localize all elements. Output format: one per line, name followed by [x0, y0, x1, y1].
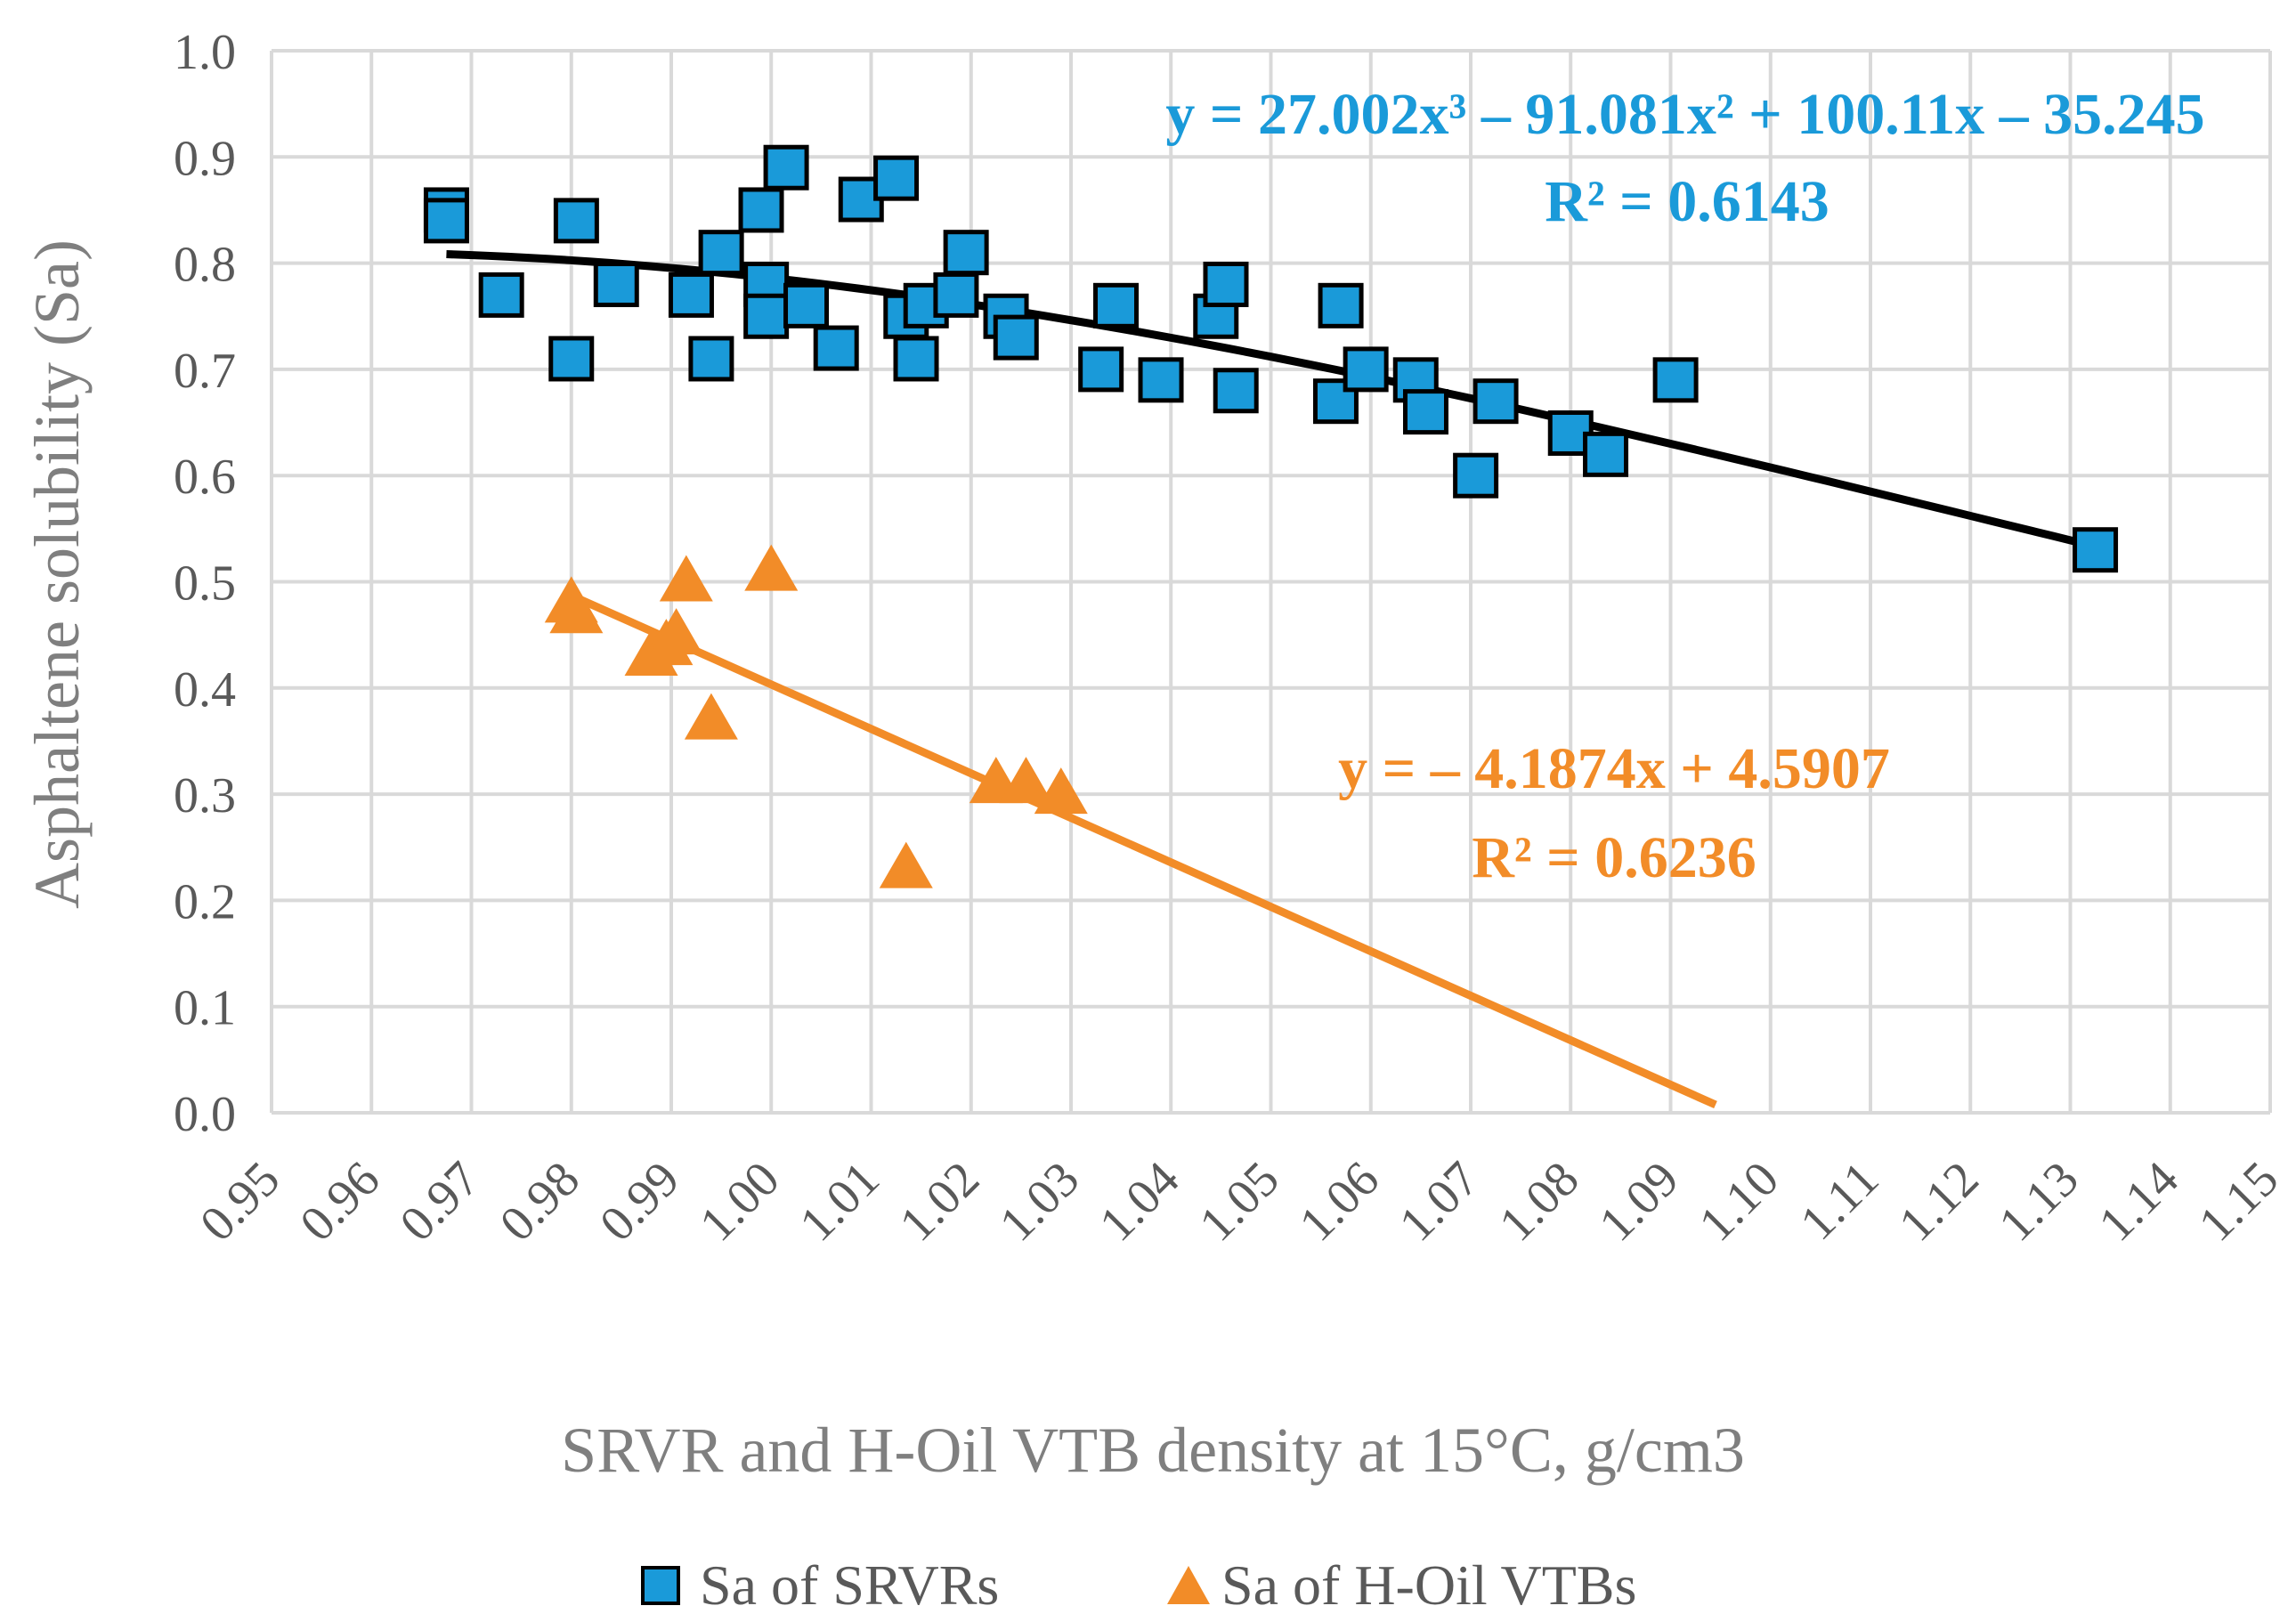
srvr-square-marker: [1652, 357, 1699, 403]
srvr-square-marker: [893, 336, 939, 382]
srvr-square-marker: [698, 230, 744, 276]
srvr-square-marker: [993, 314, 1039, 361]
y-tick-label: 0.3: [174, 768, 236, 823]
x-tick-label: 1.15: [2188, 1151, 2289, 1252]
y-tick-label: 0.2: [174, 874, 236, 929]
x-tick-label: 0.99: [589, 1151, 690, 1252]
x-tick-label: 0.96: [289, 1151, 390, 1252]
srvr-square-marker: [1312, 378, 1359, 425]
srvr-square-marker: [548, 336, 595, 382]
srvr-square-marker: [1138, 357, 1184, 403]
x-axis-title: SRVR and H-Oil VTB density at 15°C, g/cm…: [561, 1415, 1745, 1486]
srvr-square-marker: [1402, 389, 1448, 435]
srvr-square-marker: [873, 155, 920, 201]
x-tick-label: 1.06: [1289, 1151, 1390, 1252]
hoil-triangle-marker: [549, 587, 604, 634]
hoil-triangle-marker: [659, 555, 713, 602]
srvr-square-marker: [1473, 378, 1519, 425]
x-tick-label: 1.04: [1089, 1151, 1189, 1252]
x-tick-label: 1.00: [689, 1151, 790, 1252]
srvr-trend-r2: R² = 0.6143: [1545, 169, 1829, 234]
srvr-square-marker: [933, 272, 979, 318]
x-tick-label: 1.11: [1790, 1151, 1890, 1251]
srvr-square-marker: [1078, 346, 1124, 393]
x-tick-label: 1.14: [2089, 1151, 2189, 1252]
x-tick-label: 1.07: [1389, 1151, 1489, 1252]
y-tick-label: 0.0: [174, 1087, 236, 1142]
x-tick-label: 1.12: [1888, 1151, 1989, 1252]
srvr-square-marker: [1583, 431, 1629, 477]
y-axis-title: Asphaltene solubility (Sa): [21, 239, 93, 909]
hoil-triangle-marker: [684, 693, 738, 740]
legend-square-marker: [641, 1566, 680, 1605]
srvr-square-marker: [1318, 282, 1364, 328]
x-tick-label: 1.10: [1689, 1151, 1789, 1252]
data-markers: [423, 144, 2119, 888]
x-tick-label: 1.08: [1489, 1151, 1589, 1252]
y-tick-label: 1.0: [174, 25, 236, 80]
legend: Sa of SRVRs Sa of H-Oil VTBs: [641, 1553, 1636, 1617]
x-tick-label: 0.97: [390, 1151, 491, 1252]
y-tick-label: 0.5: [174, 556, 236, 612]
hoil-triangle-marker: [999, 757, 1053, 804]
srvr-square-marker: [478, 272, 524, 318]
srvr-square-marker: [553, 198, 599, 244]
y-tick-label: 0.6: [174, 450, 236, 505]
y-tick-labels: 0.0 0.1 0.2 0.3 0.4 0.5 0.6 0.7 0.8 0.9 1.0: [174, 25, 236, 1142]
srvr-square-marker: [763, 144, 809, 191]
y-tick-label: 0.1: [174, 981, 236, 1036]
hoil-triangle-marker: [1034, 767, 1088, 815]
hoil-triangle-marker: [649, 608, 703, 655]
srvr-square-marker: [943, 230, 989, 276]
srvr-square-marker: [1213, 368, 1259, 414]
y-tick-label: 0.8: [174, 238, 236, 293]
hoil-trend-r2: R² = 0.6236: [1472, 825, 1756, 890]
x-tick-label: 1.05: [1189, 1151, 1290, 1252]
y-tick-label: 0.9: [174, 131, 236, 186]
x-tick-label: 1.03: [989, 1151, 1090, 1252]
hoil-triangle-marker: [879, 841, 933, 888]
y-tick-label: 0.7: [174, 344, 236, 399]
srvr-square-marker: [738, 187, 784, 233]
srvr-square-marker: [688, 336, 734, 382]
legend-label-srvr: Sa of SRVRs: [700, 1553, 999, 1617]
srvr-square-marker: [668, 272, 714, 318]
x-tick-label: 1.02: [889, 1151, 990, 1252]
legend-label-hoil: Sa of H-Oil VTBs: [1221, 1553, 1636, 1617]
x-tick-label: 1.13: [1989, 1151, 2089, 1252]
x-tick-label: 0.98: [490, 1151, 590, 1252]
srvr-square-marker: [2073, 527, 2119, 573]
srvr-square-marker: [423, 198, 469, 244]
y-tick-label: 0.4: [174, 662, 236, 718]
srvr-square-marker: [1453, 452, 1499, 499]
hoil-trend-equation: y = – 4.1874x + 4.5907: [1338, 736, 1890, 801]
srvr-square-marker: [1203, 261, 1249, 307]
srvr-square-marker: [783, 282, 830, 328]
srvr-square-marker: [743, 293, 790, 339]
x-tick-labels: 0.95 0.96 0.97 0.98 0.99 1.00 1.01 1.02 1.03 1.04…: [190, 1151, 2289, 1252]
srvr-square-marker: [1093, 282, 1140, 328]
x-tick-label: 0.95: [190, 1151, 290, 1252]
legend-triangle-marker: [1167, 1566, 1210, 1604]
hoil-triangle-marker: [744, 544, 799, 591]
srvr-trend-equation: y = 27.002x³ – 91.081x² + 100.11x – 35.2…: [1165, 82, 2204, 147]
hoil-trendline: [569, 591, 1717, 1109]
srvr-square-marker: [1343, 346, 1389, 393]
srvr-square-marker: [593, 261, 639, 307]
srvr-square-marker: [813, 325, 859, 371]
x-tick-label: 1.09: [1589, 1151, 1690, 1252]
x-tick-label: 1.01: [790, 1151, 890, 1252]
